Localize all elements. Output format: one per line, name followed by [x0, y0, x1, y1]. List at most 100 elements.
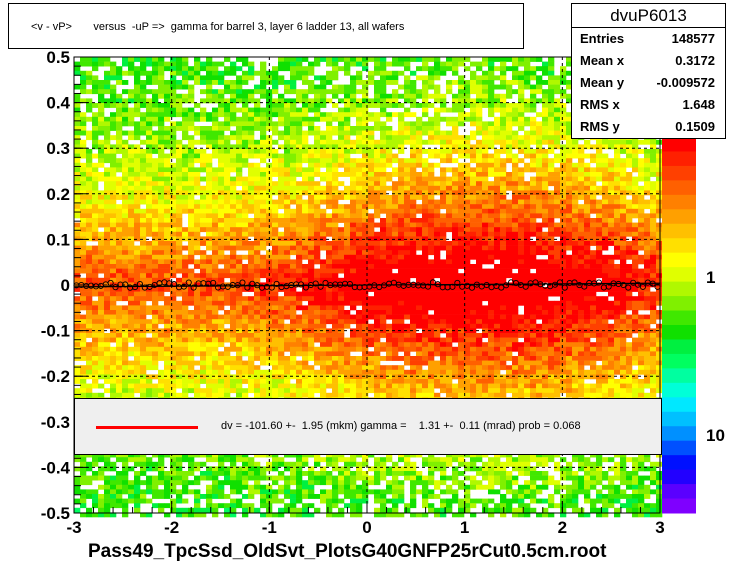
heatmap-cell — [170, 296, 177, 302]
heatmap-cell — [650, 254, 657, 260]
heatmap-cell — [116, 121, 123, 127]
heatmap-cell — [422, 162, 429, 168]
heatmap-cell — [572, 227, 579, 233]
heatmap-cell — [410, 172, 417, 177]
heatmap-cell — [440, 116, 447, 122]
heatmap-cell — [74, 144, 81, 150]
heatmap-cell — [518, 259, 525, 265]
heatmap-cell — [116, 319, 123, 325]
heatmap-cell — [152, 75, 159, 81]
heatmap-cell — [146, 61, 153, 67]
heatmap-cell — [458, 305, 465, 311]
heatmap-cell — [560, 153, 567, 159]
heatmap-cell — [488, 185, 495, 191]
heatmap-cell — [590, 204, 597, 210]
heatmap-cell — [494, 250, 501, 256]
heatmap-cell — [290, 199, 297, 205]
heatmap-cell — [194, 112, 201, 118]
heatmap-cell — [578, 213, 585, 219]
heatmap-cell — [260, 93, 267, 99]
heatmap-cell — [476, 291, 483, 297]
heatmap-cell — [116, 139, 123, 145]
heatmap-cell — [248, 241, 255, 246]
heatmap-cell — [296, 231, 303, 237]
heatmap-cell — [296, 172, 303, 177]
heatmap-cell — [338, 245, 345, 251]
heatmap-cell — [122, 287, 129, 292]
heatmap-cell — [128, 149, 135, 154]
heatmap-cell — [254, 236, 261, 242]
heatmap-cell — [626, 176, 633, 182]
heatmap-cell — [494, 213, 501, 219]
heatmap-cell — [530, 264, 537, 269]
heatmap-cell — [122, 195, 129, 200]
heatmap-cell — [260, 236, 267, 242]
heatmap-cell — [404, 139, 411, 145]
heatmap-cell — [194, 314, 201, 320]
heatmap-cell — [530, 57, 537, 62]
heatmap-cell — [242, 80, 249, 85]
heatmap-cell — [92, 181, 99, 187]
heatmap-cell — [80, 181, 87, 187]
heatmap-cell — [386, 277, 393, 283]
heatmap-cell — [242, 126, 249, 131]
heatmap-cell — [464, 227, 471, 233]
heatmap-cell — [146, 98, 153, 104]
heatmap-cell — [182, 190, 189, 196]
heatmap-cell — [278, 167, 285, 173]
heatmap-cell — [620, 199, 627, 205]
heatmap-cell — [242, 268, 249, 274]
heatmap-cell — [314, 107, 321, 113]
heatmap-cell — [92, 264, 99, 269]
heatmap-cell — [638, 139, 645, 145]
heatmap-cell — [290, 158, 297, 164]
heatmap-cell — [350, 93, 357, 99]
heatmap-cell — [650, 208, 657, 214]
heatmap-cell — [296, 149, 303, 154]
heatmap-cell — [272, 245, 279, 251]
heatmap-cell — [302, 153, 309, 159]
heatmap-cell — [476, 144, 483, 150]
heatmap-cell — [248, 199, 255, 205]
heatmap-cell — [254, 144, 261, 150]
heatmap-cell — [560, 254, 567, 260]
heatmap-cell — [656, 245, 663, 251]
heatmap-cell — [404, 112, 411, 118]
heatmap-cell — [506, 130, 513, 136]
heatmap-cell — [92, 144, 99, 150]
heatmap-cell — [302, 268, 309, 274]
heatmap-cell — [524, 296, 531, 302]
heatmap-cell — [98, 61, 105, 67]
heatmap-cell — [530, 139, 537, 145]
heatmap-cell — [224, 172, 231, 177]
heatmap-cell — [230, 204, 237, 210]
heatmap-cell — [290, 227, 297, 233]
heatmap-cell — [452, 172, 459, 177]
heatmap-cell — [212, 70, 219, 76]
heatmap-cell — [398, 273, 405, 279]
heatmap-cell — [356, 208, 363, 214]
heatmap-cell — [86, 176, 93, 182]
heatmap-cell — [194, 167, 201, 173]
heatmap-cell — [428, 204, 435, 210]
heatmap-cell — [494, 172, 501, 177]
heatmap-cell — [368, 139, 375, 145]
heatmap-cell — [644, 153, 651, 159]
heatmap-cell — [302, 204, 309, 210]
heatmap-cell — [320, 190, 327, 196]
heatmap-cell — [398, 204, 405, 210]
heatmap-cell — [122, 314, 129, 320]
heatmap-cell — [656, 208, 663, 214]
heatmap-cell — [158, 167, 165, 173]
heatmap-cell — [296, 181, 303, 187]
heatmap-cell — [290, 218, 297, 223]
heatmap-cell — [356, 264, 363, 269]
heatmap-cell — [596, 231, 603, 237]
heatmap-cell — [482, 245, 489, 251]
heatmap-cell — [650, 172, 657, 177]
heatmap-cell — [86, 61, 93, 67]
heatmap-cell — [590, 314, 597, 320]
heatmap-cell — [518, 89, 525, 95]
heatmap-cell — [488, 57, 495, 62]
heatmap-cell — [248, 314, 255, 320]
